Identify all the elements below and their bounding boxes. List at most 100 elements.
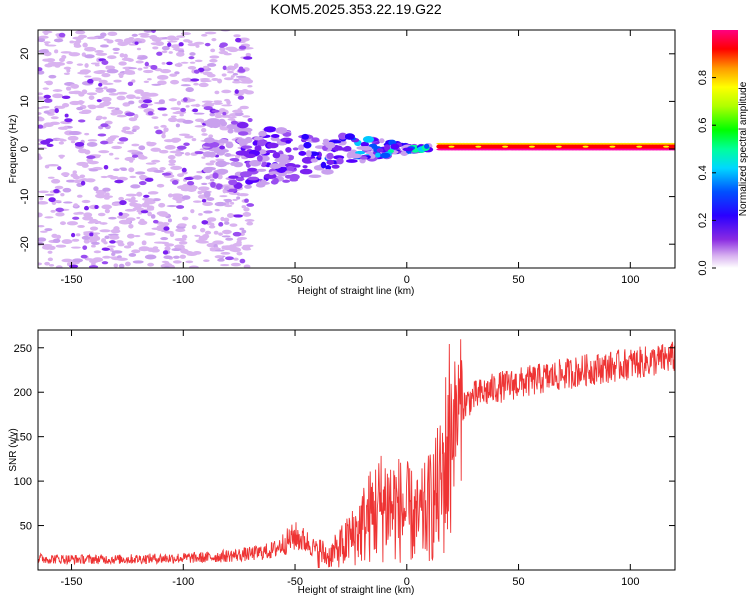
spectrogram-cell — [192, 250, 202, 255]
spectrogram-cell — [211, 37, 217, 42]
spectrogram-cell — [380, 152, 391, 159]
snr-y-ticks: 50 100 150 200 250 — [14, 343, 675, 533]
spectrogram-cell — [94, 63, 100, 67]
x-tick-label: -100 — [172, 576, 194, 588]
spectrogram-cell — [204, 230, 212, 235]
spectrogram-cell — [265, 149, 277, 153]
spectrogram-cell — [97, 133, 107, 137]
spectrogram-cell — [244, 219, 255, 222]
spectrogram-cell — [100, 140, 109, 145]
spectrogram-cell — [227, 47, 239, 53]
spectrogram-cell — [117, 72, 125, 76]
spectrogram-cell — [308, 174, 322, 179]
spectrogram-cell — [224, 186, 230, 191]
spectrogram-cell — [135, 171, 146, 175]
spectrogram-cell — [201, 127, 207, 133]
y-tick-label: 250 — [14, 343, 32, 355]
spectrogram-cell — [187, 40, 193, 44]
spectrogram-cell — [218, 50, 229, 55]
snr-x-label: Height of straight line (km) — [298, 585, 415, 596]
spectrogram-cell — [187, 181, 195, 186]
spectrogram-cell — [172, 111, 182, 115]
spectrogram-cell — [116, 114, 127, 118]
spectrogram-cell — [43, 41, 51, 44]
spectrogram-cell — [178, 42, 184, 47]
spectrogram-cell — [160, 124, 167, 128]
spectrogram-cell — [214, 249, 225, 252]
spectrogram-cell — [208, 134, 214, 138]
spectrogram-cell — [246, 203, 255, 207]
y-tick-label: 100 — [14, 476, 32, 488]
spectrogram-cell — [232, 80, 242, 84]
spectrogram-cell — [245, 52, 251, 57]
spectrogram-cell — [150, 159, 161, 163]
spectrogram-cell — [176, 200, 182, 204]
spectrogram-cell — [128, 167, 135, 173]
y-tick-label: 50 — [20, 521, 32, 533]
spectrogram-cell — [190, 104, 201, 107]
spectrogram-cell — [44, 193, 55, 196]
spectrogram-cell — [112, 47, 120, 51]
spectrogram-cell — [228, 175, 239, 179]
spectrogram-cell — [42, 87, 49, 90]
y-tick-label: -10 — [19, 189, 31, 205]
spectrogram-cell — [111, 250, 123, 254]
spectrogram-cell — [77, 224, 85, 228]
spectrogram-cell — [125, 112, 135, 117]
spectrogram-cell — [151, 83, 162, 86]
spectrogram-cell — [193, 82, 199, 86]
spectrogram-cell — [76, 161, 89, 166]
spectrogram-cell — [101, 60, 109, 66]
spectrogram-cell — [194, 59, 203, 63]
spectrogram-cell — [38, 237, 47, 242]
spectrogram-cell — [225, 237, 234, 241]
spectrogram-cell — [86, 155, 96, 160]
spectrogram-cell — [89, 218, 99, 224]
spectrogram-cell — [222, 111, 227, 116]
spectrogram-cell — [168, 51, 173, 54]
spectrogram-cell — [135, 60, 144, 64]
spectrogram-cell — [263, 126, 277, 133]
spectrogram-cell — [137, 154, 145, 159]
spectrogram-cell — [89, 226, 99, 231]
colorbar-tick-label: 0.4 — [697, 165, 709, 180]
spectrogram-cell — [176, 205, 185, 209]
spectrogram-cell — [138, 248, 145, 251]
spectrogram-cell — [106, 174, 114, 178]
spectrogram-cell — [349, 153, 362, 159]
spectrogram-cell — [114, 38, 124, 43]
spectrogram-cell — [224, 98, 230, 102]
spectrogram-cell — [322, 138, 330, 143]
spectrogram-cell — [103, 101, 112, 106]
spectrogram-cell — [237, 131, 249, 136]
spectrogram-cell — [333, 144, 340, 152]
spectrogram-cell — [171, 248, 182, 252]
spectrogram-cell — [161, 172, 172, 176]
spectrogram-cell — [141, 240, 147, 246]
spectrogram-cell — [140, 35, 151, 38]
spectrogram-cell — [232, 231, 242, 237]
spectrogram-cell — [63, 125, 69, 130]
spectrogram-cell — [54, 185, 64, 190]
spectrogram-cell — [230, 201, 235, 205]
spectrogram-cell — [106, 68, 119, 74]
spectrogram-cell — [177, 223, 187, 227]
spectrogram-cell — [246, 221, 254, 226]
spectrogram-cell — [140, 210, 149, 214]
spectrogram-cell — [178, 133, 190, 136]
spectrogram-cell — [164, 145, 176, 150]
spectrogram-cell — [242, 115, 251, 118]
spectrogram-cells — [38, 30, 675, 268]
spectrogram-cell — [302, 165, 308, 169]
spectrogram-cell — [73, 212, 80, 215]
spectrogram-cell — [242, 151, 250, 157]
spectrogram-cell — [249, 159, 262, 167]
spectrogram-cell — [230, 262, 241, 267]
spectrogram-cell — [285, 162, 296, 168]
colorbar: 0.0 0.2 0.4 0.6 0.8 Normalized spectral ampl… — [697, 30, 749, 276]
spectrogram-cell — [100, 123, 109, 128]
spectrogram-cell — [136, 47, 142, 51]
spectrogram-cell — [128, 223, 134, 229]
spectrogram-cell — [104, 197, 110, 200]
